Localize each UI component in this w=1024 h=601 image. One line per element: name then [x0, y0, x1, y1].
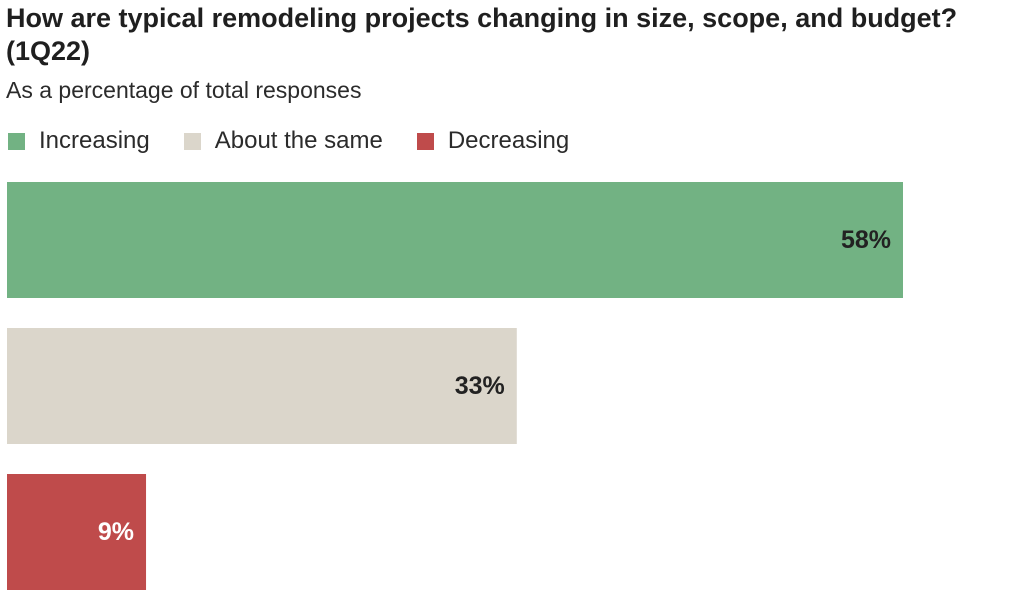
legend-item-about-the-same: About the same	[183, 126, 383, 156]
chart-subtitle: As a percentage of total responses	[6, 77, 362, 103]
legend-label-increasing: Increasing	[39, 127, 150, 154]
chart-legend: Increasing About the same Decreasing	[8, 125, 603, 157]
bar-label-about-the-same: 33%	[455, 372, 505, 400]
bar-about-the-same	[7, 328, 517, 444]
legend-label-decreasing: Decreasing	[447, 127, 570, 154]
legend-item-increasing: Increasing	[8, 126, 150, 156]
legend-swatch-about-the-same	[183, 132, 201, 150]
bar-label-increasing: 58%	[841, 226, 891, 254]
bar-decreasing	[7, 474, 147, 590]
legend-label-about-the-same: About the same	[214, 127, 383, 154]
legend-swatch-decreasing	[416, 132, 434, 150]
chart-title: How are typical remodeling projects chan…	[6, 3, 958, 66]
bar-label-decreasing: 9%	[98, 518, 134, 546]
bar-increasing	[7, 182, 903, 298]
legend-swatch-increasing	[8, 132, 25, 150]
legend-item-decreasing: Decreasing	[416, 126, 570, 156]
